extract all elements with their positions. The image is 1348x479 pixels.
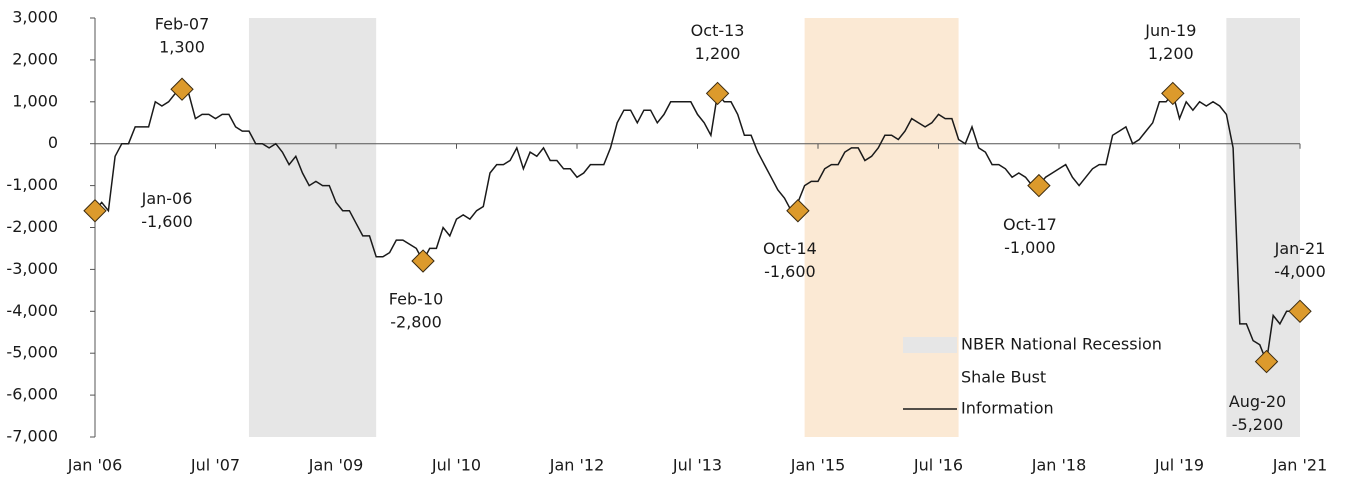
annotation-value: -1,600 — [764, 262, 816, 281]
annotation-value: -2,800 — [390, 313, 442, 332]
x-tick-label: Jul '07 — [190, 456, 240, 475]
marker — [705, 81, 730, 106]
x-tick-label: Jan '21 — [1272, 456, 1328, 475]
annotation-value: -4,000 — [1274, 262, 1326, 281]
shaded-period — [1226, 18, 1300, 437]
y-tick-label: -5,000 — [6, 343, 58, 362]
annotation-value: -5,200 — [1232, 415, 1284, 434]
marker — [411, 249, 435, 273]
annotation-date: Oct-17 — [1003, 215, 1057, 234]
annotation-date: Jun-19 — [1144, 21, 1196, 40]
y-tick-label: -3,000 — [6, 259, 58, 278]
y-tick-label: -2,000 — [6, 217, 58, 236]
marker — [83, 199, 107, 223]
x-tick-label: Jan '09 — [308, 456, 364, 475]
legend-swatch — [903, 370, 957, 386]
annotation-value: 1,200 — [695, 44, 741, 63]
annotation-date: Oct-14 — [763, 239, 817, 258]
x-tick-label: Jul '13 — [672, 456, 722, 475]
annotation-date: Jan-21 — [1274, 239, 1326, 258]
y-tick-label: 3,000 — [12, 8, 58, 27]
annotation-value: -1,600 — [141, 212, 193, 231]
annotation-date: Aug-20 — [1229, 392, 1286, 411]
marker — [786, 199, 810, 223]
marker — [170, 77, 194, 101]
annotation-date: Jan-06 — [141, 189, 193, 208]
y-tick-label: -7,000 — [6, 427, 58, 446]
y-tick-label: -4,000 — [6, 301, 58, 320]
annotation-date: Feb-07 — [155, 15, 209, 34]
shaded-period — [248, 18, 377, 437]
y-tick-label: -1,000 — [6, 175, 58, 194]
x-tick-label: Jul '19 — [1154, 456, 1204, 475]
legend-swatch — [903, 337, 957, 353]
annotation-value: -1,000 — [1004, 238, 1056, 257]
data-line — [94, 88, 1300, 365]
y-tick-label: 2,000 — [12, 49, 58, 68]
y-tick-label: 0 — [48, 133, 58, 152]
marker — [1288, 299, 1312, 324]
x-tick-label: Jan '15 — [790, 456, 846, 475]
x-tick-label: Jul '10 — [431, 456, 481, 475]
y-tick-label: 1,000 — [12, 91, 58, 110]
annotation-date: Oct-13 — [691, 21, 745, 40]
legend-label: Information — [961, 399, 1054, 418]
legend-label: Shale Bust — [961, 368, 1046, 387]
annotation-value: 1,300 — [159, 38, 205, 57]
x-tick-label: Jan '12 — [549, 456, 605, 475]
annotation-value: 1,200 — [1148, 44, 1194, 63]
shaded-period — [804, 18, 959, 437]
marker — [1027, 173, 1051, 198]
x-tick-label: Jul '16 — [913, 456, 963, 475]
y-tick-label: -6,000 — [6, 385, 58, 404]
annotation-date: Feb-10 — [389, 290, 443, 309]
marker — [1254, 349, 1279, 374]
x-tick-label: Jan '06 — [67, 456, 123, 475]
x-tick-label: Jan '18 — [1031, 456, 1087, 475]
marker — [1161, 81, 1185, 106]
legend-label: NBER National Recession — [961, 335, 1162, 354]
